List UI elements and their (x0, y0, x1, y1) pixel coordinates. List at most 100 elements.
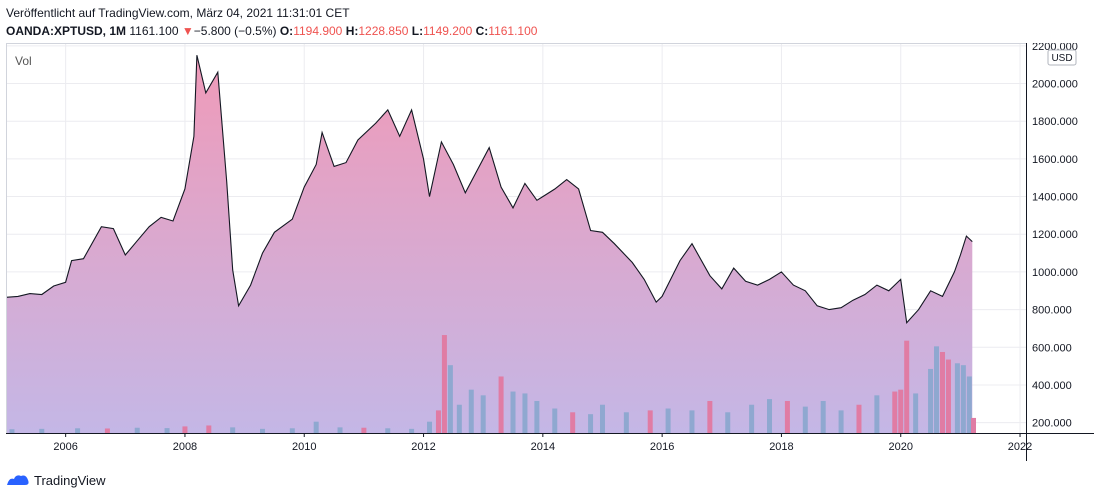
volume-bar (182, 426, 188, 433)
volume-bar (313, 421, 319, 433)
x-tick-label: 2010 (292, 441, 316, 453)
tradingview-logo-icon (7, 475, 29, 485)
volume-bar (856, 404, 862, 433)
volume-bar (259, 428, 265, 433)
volume-bar (784, 400, 790, 433)
volume-bar (966, 376, 972, 433)
y-tick-label: 1800.000 (1032, 116, 1078, 128)
volume-bar (75, 428, 81, 433)
volume-bar (689, 410, 695, 433)
volume-bar (9, 429, 15, 433)
volume-bar (456, 404, 462, 433)
y-tick-label: 1600.000 (1032, 154, 1078, 166)
axes: 200.000 400.000 600.000 800.000 1000.000 1200… (6, 41, 1094, 461)
y-tick-label: 1200.000 (1032, 229, 1078, 241)
volume-bar (289, 428, 295, 433)
symbol-ohlc-row: OANDA:XPTUSD, 1M 1161.100 ▼−5.800 (−0.5%… (6, 22, 537, 40)
price-change: −5.800 (−0.5%) (193, 24, 277, 38)
volume-bar (510, 391, 516, 433)
volume-bar (623, 412, 629, 433)
volume-bar (337, 427, 343, 433)
volume-bar (838, 410, 844, 433)
volume-bar (898, 389, 904, 433)
y-tick-label: 2000.000 (1032, 79, 1078, 91)
volume-bar (588, 414, 594, 433)
volume-bar (361, 427, 367, 433)
volume-bar (570, 412, 576, 433)
x-tick-label: 2020 (888, 441, 912, 453)
volume-bar (767, 399, 773, 433)
symbol-label[interactable]: OANDA:XPTUSD, 1M (6, 24, 127, 38)
volume-bar (599, 404, 605, 433)
volume-bar (874, 395, 880, 433)
volume-bar (39, 428, 45, 433)
x-tick-label: 2012 (411, 441, 435, 453)
chart-header: Veröffentlicht auf TradingView.com, März… (6, 4, 537, 40)
volume-bar (164, 428, 170, 433)
vol-legend: Vol (15, 54, 32, 68)
volume-bar (447, 365, 453, 433)
down-arrow-icon: ▼ (181, 24, 194, 38)
low-value: 1149.200 (423, 24, 473, 38)
last-price: 1161.100 (129, 24, 179, 38)
high-label: H: (345, 24, 359, 38)
volume-bar (230, 427, 236, 433)
price-chart[interactable]: 200.000 400.000 600.000 800.000 1000.000 1200… (5, 41, 1094, 461)
tradingview-brand: TradingView (34, 472, 106, 488)
volume-bar (928, 368, 934, 433)
volume-bar (904, 340, 910, 433)
y-tick-label: 600.000 (1032, 342, 1072, 354)
open-value: 1194.900 (293, 24, 343, 38)
price-area-fill (6, 55, 973, 433)
y-tick-label: 200.000 (1032, 418, 1072, 430)
volume-bar (498, 376, 504, 433)
chart-canvas[interactable]: 200.000 400.000 600.000 800.000 1000.000 1200… (5, 41, 1094, 461)
price-line (5, 55, 973, 325)
currency-badge: USD (1051, 53, 1072, 64)
y-tick-label: 1000.000 (1032, 267, 1078, 279)
volume-bar (104, 428, 110, 433)
volume-bar (441, 335, 447, 433)
volume-bar (385, 428, 391, 433)
volume-bar (480, 395, 486, 433)
x-tick-label: 2016 (650, 441, 674, 453)
y-tick-label: 1400.000 (1032, 192, 1078, 204)
volume-bar (939, 351, 945, 433)
volume-bar (427, 421, 433, 433)
volume-bar (134, 427, 140, 433)
volume-bar (435, 410, 441, 433)
volume-bar (954, 363, 960, 433)
publish-info: Veröffentlicht auf TradingView.com, März… (6, 6, 350, 20)
x-tick-label: 2022 (1008, 441, 1032, 453)
open-label: O: (279, 24, 294, 38)
volume-bar (522, 393, 528, 433)
x-tick-label: 2006 (53, 441, 77, 453)
volume-bar (802, 406, 808, 433)
volume-bar (665, 408, 671, 433)
volume-bar (913, 393, 919, 433)
low-label: L: (411, 24, 424, 38)
volume-bar (749, 404, 755, 433)
volume-bar (707, 400, 713, 433)
volume-bar (552, 408, 558, 433)
tradingview-logo[interactable]: TradingView (6, 469, 106, 491)
volume-bar (892, 391, 898, 433)
x-tick-label: 2008 (173, 441, 197, 453)
volume-bar (725, 412, 731, 433)
x-tick-label: 2018 (769, 441, 793, 453)
volume-bar (945, 359, 951, 433)
close-label: C: (475, 24, 489, 38)
volume-bar (206, 425, 212, 433)
currency-badge-box[interactable] (1047, 49, 1077, 66)
volume-bar (934, 346, 940, 433)
volume-bar (409, 428, 415, 433)
close-value: 1161.100 (488, 24, 538, 38)
volume-bars (9, 335, 977, 433)
x-tick-label: 2014 (531, 441, 555, 453)
volume-bar (468, 389, 474, 433)
volume-bar (960, 365, 966, 433)
y-tick-label: 400.000 (1032, 380, 1072, 392)
volume-bar (534, 400, 540, 433)
high-value: 1228.850 (358, 24, 409, 38)
volume-bar (647, 410, 653, 433)
